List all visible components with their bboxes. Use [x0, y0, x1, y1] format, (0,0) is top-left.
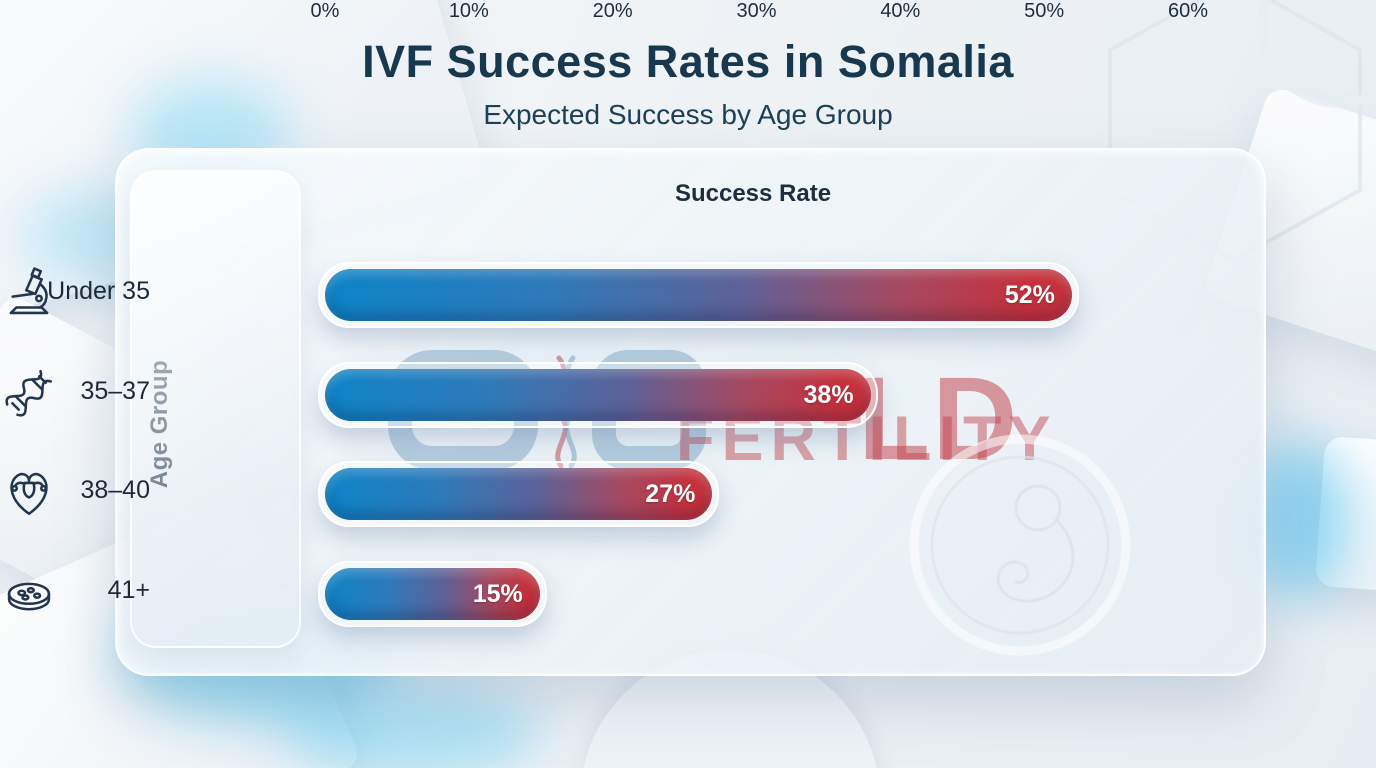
bar-fill: 52% — [325, 269, 1072, 321]
bar-value-label: 52% — [1004, 280, 1055, 309]
x-tick-label: 40% — [880, 0, 921, 22]
microscope-icon — [0, 264, 58, 322]
x-tick-label: 50% — [1024, 0, 1065, 22]
x-tick-label: 30% — [736, 0, 777, 22]
chart-subtitle: Expected Success by Age Group — [483, 99, 893, 130]
x-tick-label: 60% — [1167, 0, 1209, 22]
petri-dish-icon — [0, 563, 58, 621]
category-panel — [130, 170, 301, 648]
decor-slab-right — [1314, 435, 1376, 595]
x-axis-title: Success Rate — [674, 180, 832, 207]
decor-cyan-glow — [280, 680, 540, 768]
bar-fill: 15% — [325, 568, 540, 620]
x-tick-label: 10% — [448, 0, 489, 22]
bar-fill: 27% — [325, 468, 713, 520]
bar-value-label: 27% — [645, 479, 696, 508]
x-tick-label: 20% — [592, 0, 633, 22]
bar-value-label: 15% — [472, 579, 523, 608]
uterus-heart-icon — [0, 463, 58, 521]
bar: 27% — [318, 461, 720, 527]
x-tick-label: 0% — [310, 0, 340, 22]
bar: 15% — [318, 561, 547, 627]
chart-title: IVF Success Rates in Somalia — [362, 36, 1014, 87]
bar-value-label: 38% — [803, 380, 854, 409]
dna-helix-icon — [0, 364, 58, 422]
bar: 52% — [318, 262, 1079, 328]
bar: 38% — [318, 362, 878, 428]
bar-fill: 38% — [325, 369, 871, 421]
